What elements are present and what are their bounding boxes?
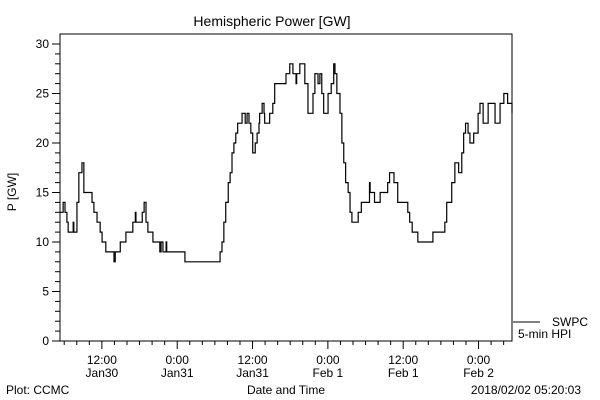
series-line-swpc xyxy=(60,63,513,263)
x-tick-label-time: 12:00 xyxy=(87,353,117,367)
legend-label-swpc: SWPC xyxy=(552,315,588,329)
x-tick-label-date: Feb 1 xyxy=(313,366,344,380)
y-tick-label: 30 xyxy=(36,37,50,51)
legend-label-hpi: 5-min HPI xyxy=(518,327,571,341)
y-tick-label: 15 xyxy=(36,186,50,200)
x-tick-label-time: 0:00 xyxy=(166,353,190,367)
y-tick-label: 0 xyxy=(42,334,49,348)
x-tick-label-date: Jan30 xyxy=(86,366,119,380)
y-axis-label: P [GW] xyxy=(5,173,19,211)
x-tick-label-time: 12:00 xyxy=(388,353,418,367)
plot-frame xyxy=(59,33,513,342)
x-tick-label-time: 0:00 xyxy=(316,353,340,367)
x-axis-label: Date and Time xyxy=(247,383,325,397)
y-tick-label: 20 xyxy=(36,136,50,150)
x-tick-label-date: Feb 2 xyxy=(463,366,494,380)
y-axis: 0 5 10 15 20 25 30 xyxy=(36,37,60,348)
plot-credit: Plot: CCMC xyxy=(6,383,70,397)
chart-title: Hemispheric Power [GW] xyxy=(193,13,350,29)
y-tick-label: 25 xyxy=(36,87,50,101)
x-tick-label-time: 0:00 xyxy=(467,353,491,367)
x-tick-label-date: Feb 1 xyxy=(388,366,419,380)
x-tick-label-time: 12:00 xyxy=(238,353,268,367)
y-tick-label: 5 xyxy=(42,285,49,299)
x-tick-label-date: Jan31 xyxy=(236,366,269,380)
x-tick-label-date: Jan31 xyxy=(161,366,194,380)
plot-timestamp: 2018/02/02 05:20:03 xyxy=(471,383,581,397)
y-tick-label: 10 xyxy=(36,235,50,249)
